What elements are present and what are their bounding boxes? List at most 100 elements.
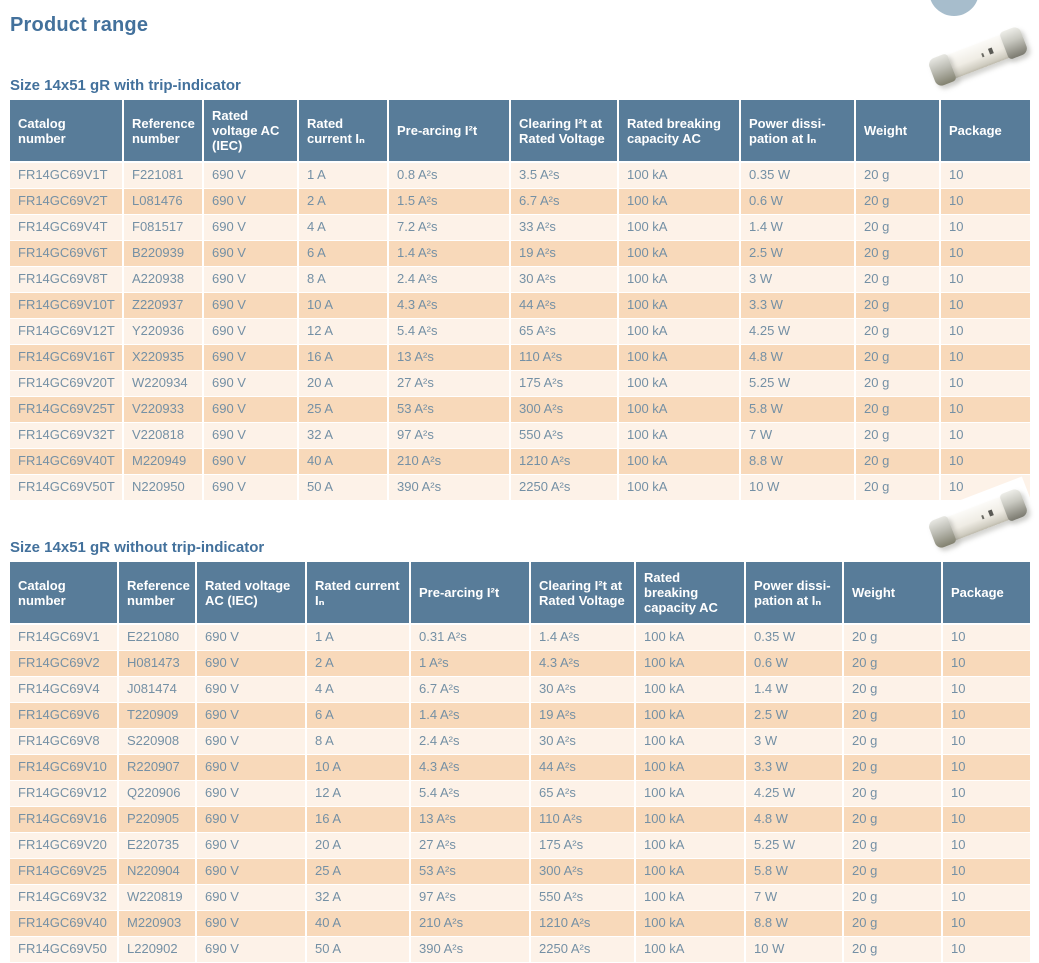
- table-cell: 175 A²s: [510, 370, 619, 397]
- table-cell: 10: [942, 936, 1030, 963]
- table-cell: 7.2 A²s: [388, 214, 511, 241]
- table-cell: M220949: [123, 448, 204, 475]
- table-cell: 100 kA: [618, 266, 741, 293]
- table-cell: FR14GC69V6T: [10, 240, 124, 267]
- table-cell: 690 V: [196, 832, 307, 859]
- table-cell: 1 A: [298, 162, 389, 189]
- table-cell: 13 A²s: [388, 344, 511, 371]
- table-cell: 4 A: [298, 214, 389, 241]
- table-cell: FR14GC69V1: [10, 624, 119, 651]
- table-cell: 10: [940, 266, 1030, 293]
- table-cell: 100 kA: [618, 344, 741, 371]
- table-cell: 100 kA: [618, 422, 741, 449]
- table-cell: 100 kA: [635, 754, 746, 781]
- table-row: FR14GC69V50T N220950 690 V 50 A 390 A²s 2250 …: [10, 474, 1030, 501]
- table-row: FR14GC69V40T M220949 690 V 40 A 210 A²s 1210 …: [10, 448, 1030, 475]
- table-cell: 50 A: [306, 936, 411, 963]
- table-cell: 100 kA: [618, 188, 741, 215]
- table-cell: 20 g: [843, 884, 943, 911]
- table-cell: 30 A²s: [510, 266, 619, 293]
- table-cell: 690 V: [203, 240, 299, 267]
- table-cell: A220938: [123, 266, 204, 293]
- table-cell: 20 g: [843, 754, 943, 781]
- table-cell: 2250 A²s: [510, 474, 619, 501]
- column-header-clearing: Clearing I²t at Rated Voltage: [530, 562, 636, 625]
- table-cell: FR14GC69V2: [10, 650, 119, 677]
- table-cell: 690 V: [196, 702, 307, 729]
- table-cell: 300 A²s: [510, 396, 619, 423]
- table-cell: 690 V: [203, 396, 299, 423]
- table-cell: 30 A²s: [530, 728, 636, 755]
- column-header-catalog-number: Catalog number: [10, 100, 124, 163]
- table-cell: 3.3 W: [745, 754, 844, 781]
- table-cell: Q220906: [118, 780, 197, 807]
- table-row: FR14GC69V25 N220904 690 V 25 A 53 A²s 300 A²s…: [10, 858, 1030, 885]
- table-cell: 53 A²s: [388, 396, 511, 423]
- table-cell: 1.4 A²s: [530, 624, 636, 651]
- table-row: FR14GC69V50 L220902 690 V 50 A 390 A²s 2250 A…: [10, 936, 1030, 963]
- table-cell: 100 kA: [618, 396, 741, 423]
- table-cell: 690 V: [203, 266, 299, 293]
- table-cell: 1.4 A²s: [410, 702, 531, 729]
- table-cell: 10 W: [740, 474, 856, 501]
- table-row: FR14GC69V16 P220905 690 V 16 A 13 A²s 110 A²s…: [10, 806, 1030, 833]
- section-without-trip-indicator: Size 14x51 gR without trip-indicator Cat…: [10, 476, 1039, 963]
- table-cell: W220819: [118, 884, 197, 911]
- table-cell: 690 V: [203, 188, 299, 215]
- table-cell: 16 A: [306, 806, 411, 833]
- table-cell: 4 A: [306, 676, 411, 703]
- table-cell: 5.4 A²s: [410, 780, 531, 807]
- column-header-weight: Weight: [843, 562, 943, 625]
- table-cell: 10: [942, 676, 1030, 703]
- table-cell: 19 A²s: [510, 240, 619, 267]
- table-cell: 4.8 W: [745, 806, 844, 833]
- table-row: FR14GC69V12 Q220906 690 V 12 A 5.4 A²s 65 A²s…: [10, 780, 1030, 807]
- table-cell: 3 W: [740, 266, 856, 293]
- table-cell: 1210 A²s: [530, 910, 636, 937]
- table-cell: 4.3 A²s: [388, 292, 511, 319]
- column-header-rated-current: Rated current Iₙ: [306, 562, 411, 625]
- table-cell: 100 kA: [635, 624, 746, 651]
- table-cell: 5.8 W: [740, 396, 856, 423]
- table-cell: 5.4 A²s: [388, 318, 511, 345]
- table-cell: 2.5 W: [745, 702, 844, 729]
- table-cell: 20 g: [855, 266, 941, 293]
- table-cell: 3 W: [745, 728, 844, 755]
- table-cell: 2.4 A²s: [388, 266, 511, 293]
- table-cell: FR14GC69V1T: [10, 162, 124, 189]
- table-cell: 100 kA: [618, 240, 741, 267]
- column-header-rated-voltage: Rated voltage AC (IEC): [196, 562, 307, 625]
- section-title: Size 14x51 gR without trip-indicator: [10, 539, 265, 556]
- table-cell: 0.8 A²s: [388, 162, 511, 189]
- table-cell: X220935: [123, 344, 204, 371]
- table-row: FR14GC69V10T Z220937 690 V 10 A 4.3 A²s 44 A²…: [10, 292, 1030, 319]
- table-cell: 210 A²s: [410, 910, 531, 937]
- table-cell: 65 A²s: [530, 780, 636, 807]
- table-cell: S220908: [118, 728, 197, 755]
- table-cell: 10: [940, 448, 1030, 475]
- table-cell: 690 V: [203, 422, 299, 449]
- header-row: Catalog number Reference number Rated vo…: [10, 562, 1030, 625]
- table-cell: 175 A²s: [530, 832, 636, 859]
- table-cell: 690 V: [196, 754, 307, 781]
- table-cell: 10: [940, 292, 1030, 319]
- fuse-ceramic-body: [945, 496, 1011, 541]
- table-cell: 0.35 W: [740, 162, 856, 189]
- table-cell: 97 A²s: [410, 884, 531, 911]
- table-cell: FR14GC69V50: [10, 936, 119, 963]
- table-cell: 25 A: [306, 858, 411, 885]
- table-cell: E221080: [118, 624, 197, 651]
- table-cell: 20 g: [855, 344, 941, 371]
- table-cell: 390 A²s: [388, 474, 511, 501]
- table-cell: 20 g: [855, 188, 941, 215]
- table-cell: 10: [942, 650, 1030, 677]
- table-cell: 2 A: [306, 650, 411, 677]
- table-cell: 690 V: [196, 910, 307, 937]
- table-cell: FR14GC69V40T: [10, 448, 124, 475]
- table-cell: 10: [942, 624, 1030, 651]
- column-header-breaking-capacity: Rated breaking capacity AC: [618, 100, 741, 163]
